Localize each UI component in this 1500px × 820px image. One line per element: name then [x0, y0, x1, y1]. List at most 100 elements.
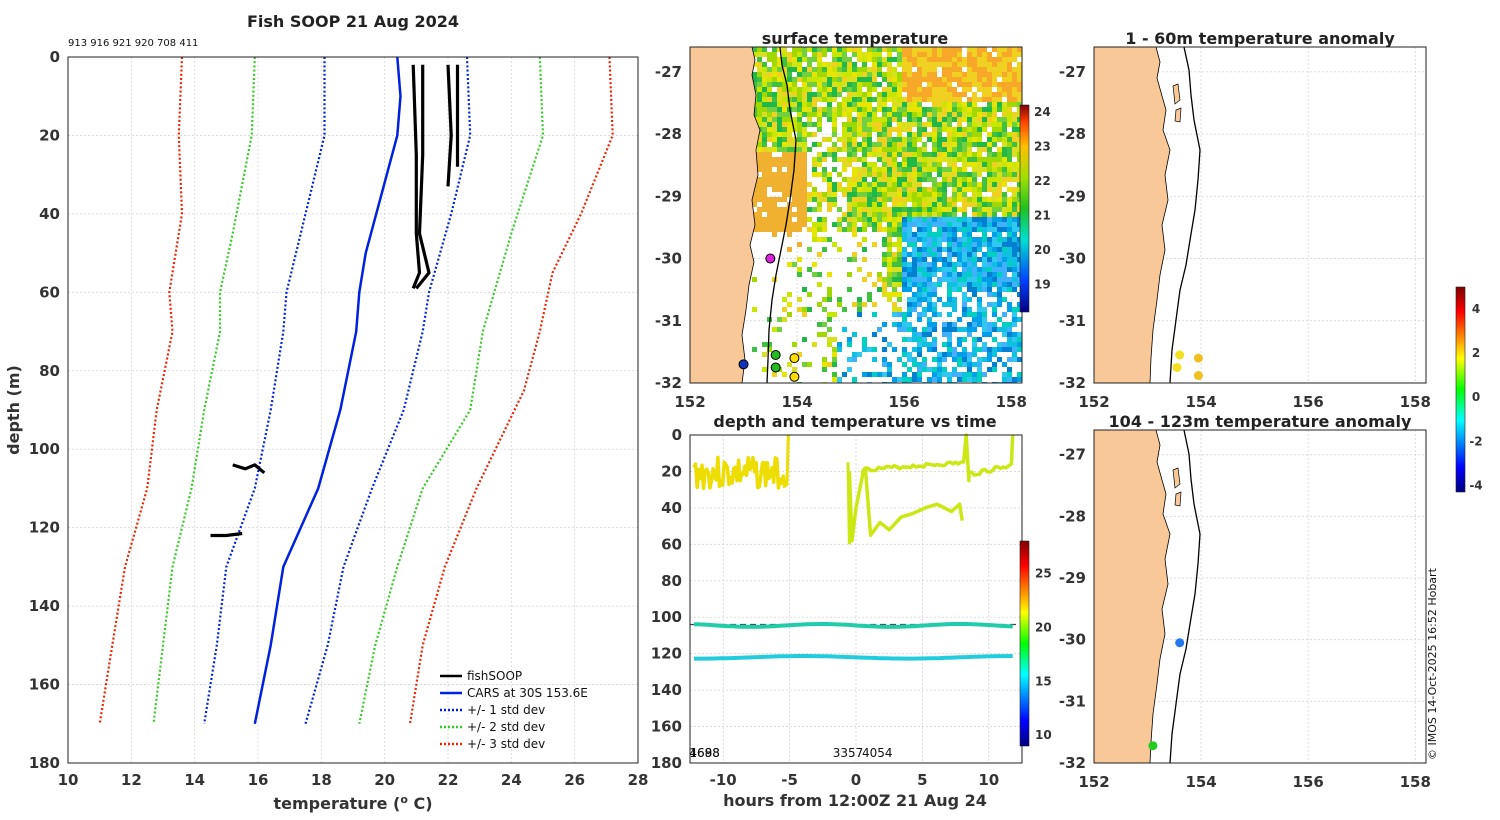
sst-pixel	[972, 352, 977, 357]
sst-pixel	[802, 187, 807, 192]
sst-pixel	[762, 177, 767, 182]
sst-pixel	[992, 307, 997, 312]
sst-pixel	[797, 177, 802, 182]
sst-pixel	[962, 282, 967, 287]
sst-pixel	[872, 222, 877, 227]
sst-pixel	[912, 232, 917, 237]
sst-pixel	[847, 162, 852, 167]
sst-pixel	[827, 62, 832, 67]
sst-pixel	[887, 127, 892, 132]
sst-pixel	[792, 57, 797, 62]
sst-pixel	[817, 152, 822, 157]
sst-pixel	[997, 102, 1002, 107]
sst-pixel	[1007, 327, 1012, 332]
sst-pixel	[987, 237, 992, 242]
sst-pixel	[827, 72, 832, 77]
sst-pixel	[907, 272, 912, 277]
sst-pixel	[967, 57, 972, 62]
sst-pixel	[997, 127, 1002, 132]
sst-pixel	[917, 217, 922, 222]
sst-pixel	[882, 212, 887, 217]
sst-pixel	[917, 317, 922, 322]
sst-pixel	[952, 197, 957, 202]
y-tick-label: 40	[661, 499, 682, 517]
sst-pixel	[987, 172, 992, 177]
sst-pixel	[772, 232, 777, 237]
sst-pixel	[887, 252, 892, 257]
sst-pixel	[802, 287, 807, 292]
sst-pixel	[857, 157, 862, 162]
sst-pixel	[962, 162, 967, 167]
sst-pixel	[962, 337, 967, 342]
sst-pixel	[952, 152, 957, 157]
sst-pixel	[857, 202, 862, 207]
sst-pixel	[882, 162, 887, 167]
sst-pixel	[902, 272, 907, 277]
legend-label-std2: +/- 2 std dev	[467, 720, 545, 734]
sst-pixel	[772, 72, 777, 77]
sst-pixel	[872, 347, 877, 352]
sst-pixel	[797, 212, 802, 217]
sst-pixel	[892, 107, 897, 112]
sst-pixel	[852, 72, 857, 77]
sst-pixel	[817, 67, 822, 72]
sst-pixel	[882, 357, 887, 362]
sst-pixel	[987, 252, 992, 257]
sst-pixel	[757, 187, 762, 192]
sst-pixel	[842, 162, 847, 167]
sst-pixel	[1002, 72, 1007, 77]
sst-pixel	[977, 97, 982, 102]
sst-pixel	[932, 152, 937, 157]
sst-pixel	[972, 92, 977, 97]
sst-pixel	[977, 337, 982, 342]
sst-pixel	[782, 192, 787, 197]
sst-pixel	[802, 107, 807, 112]
sst-pixel	[977, 222, 982, 227]
sst-pixel	[967, 127, 972, 132]
sst-pixel	[897, 262, 902, 267]
sst-pixel	[992, 222, 997, 227]
sst-pixel	[937, 252, 942, 257]
sst-pixel	[797, 257, 802, 262]
sst-pixel	[887, 297, 892, 302]
sst-pixel	[917, 232, 922, 237]
sst-pixel	[997, 247, 1002, 252]
x-tick-label: 22	[438, 771, 459, 789]
sst-pixel	[912, 132, 917, 137]
sst-pixel	[922, 207, 927, 212]
sst-pixel	[982, 107, 987, 112]
sst-pixel	[772, 137, 777, 142]
sst-pixel	[957, 137, 962, 142]
sst-pixel	[1007, 237, 1012, 242]
sst-pixel	[812, 47, 817, 52]
sst-pixel	[862, 182, 867, 187]
sst-pixel	[767, 347, 772, 352]
sst-pixel	[937, 202, 942, 207]
sst-pixel	[817, 222, 822, 227]
sst-pixel	[917, 92, 922, 97]
sst-pixel	[842, 327, 847, 332]
sst-pixel	[792, 177, 797, 182]
sst-pixel	[962, 77, 967, 82]
sst-pixel	[922, 62, 927, 67]
sst-pixel	[872, 332, 877, 337]
sst-pixel	[787, 62, 792, 67]
sst-pixel	[882, 257, 887, 262]
sst-pixel	[772, 102, 777, 107]
sst-pixel	[862, 127, 867, 132]
sst-pixel	[802, 82, 807, 87]
sst-pixel	[887, 152, 892, 157]
sst-pixel	[762, 107, 767, 112]
sst-pixel	[907, 72, 912, 77]
sst-pixel	[872, 282, 877, 287]
sst-pixel	[987, 147, 992, 152]
sst-pixel	[912, 377, 917, 382]
sst-pixel	[877, 222, 882, 227]
sst-pixel	[867, 107, 872, 112]
sst-pixel	[967, 322, 972, 327]
sst-pixel	[1007, 152, 1012, 157]
sst-pixel	[892, 177, 897, 182]
sst-pixel	[812, 272, 817, 277]
sst-pixel	[812, 232, 817, 237]
sst-pixel	[847, 127, 852, 132]
